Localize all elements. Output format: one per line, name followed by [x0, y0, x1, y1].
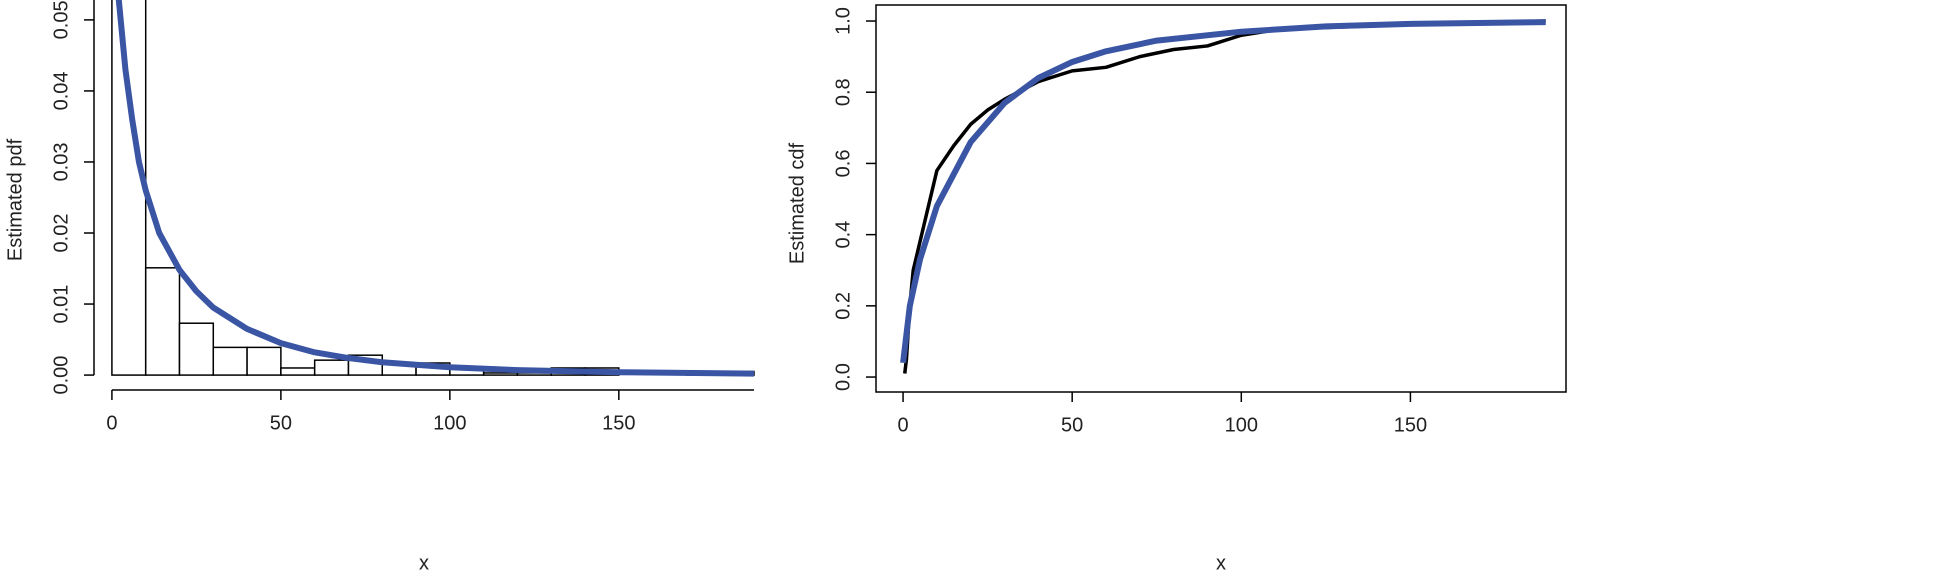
cdf-line [903, 19, 1546, 374]
y-tick-label: 0.04 [50, 71, 72, 110]
bar [246, 346, 282, 376]
bar [144, 267, 181, 376]
plot-area [111, 0, 755, 377]
x-tick-label: 150 [602, 412, 635, 434]
x-axis-label: x [419, 552, 429, 574]
density-curve [115, 0, 755, 377]
x-tick-label: 100 [433, 412, 466, 434]
x-tick-label: 50 [1061, 414, 1083, 436]
cdf-line [900, 19, 1546, 364]
y-axis-label: Estimated pdf [4, 138, 26, 261]
x-tick-label: 100 [1225, 414, 1258, 436]
x-tick-label: 0 [897, 414, 908, 436]
plot-box [875, 4, 1567, 393]
y-tick-label: 0.2 [832, 292, 854, 320]
bar [313, 359, 350, 376]
y-tick-label: 0.0 [832, 363, 854, 391]
y-tick-label: 0.01 [50, 285, 72, 324]
y-tick-label: 0.00 [50, 356, 72, 395]
y-tick-label: 0.6 [832, 150, 854, 178]
y-tick-label: 1.0 [832, 7, 854, 35]
bar [212, 346, 248, 376]
x-axis-label: x [1216, 552, 1226, 574]
y-tick-label: 0.03 [50, 142, 72, 181]
x-tick-label: 150 [1394, 414, 1427, 436]
bar [178, 322, 215, 376]
x-tick-label: 50 [270, 412, 292, 434]
y-axis-label: Estimated cdf [786, 142, 808, 264]
plot-area [900, 19, 1546, 374]
y-tick-label: 0.05 [50, 0, 72, 39]
bar [482, 372, 519, 376]
bar [111, 0, 147, 376]
y-tick-label: 0.4 [832, 221, 854, 249]
y-tick-label: 0.02 [50, 214, 72, 253]
bar [280, 367, 316, 376]
x-tick-label: 0 [106, 412, 117, 434]
y-tick-label: 0.8 [832, 78, 854, 106]
